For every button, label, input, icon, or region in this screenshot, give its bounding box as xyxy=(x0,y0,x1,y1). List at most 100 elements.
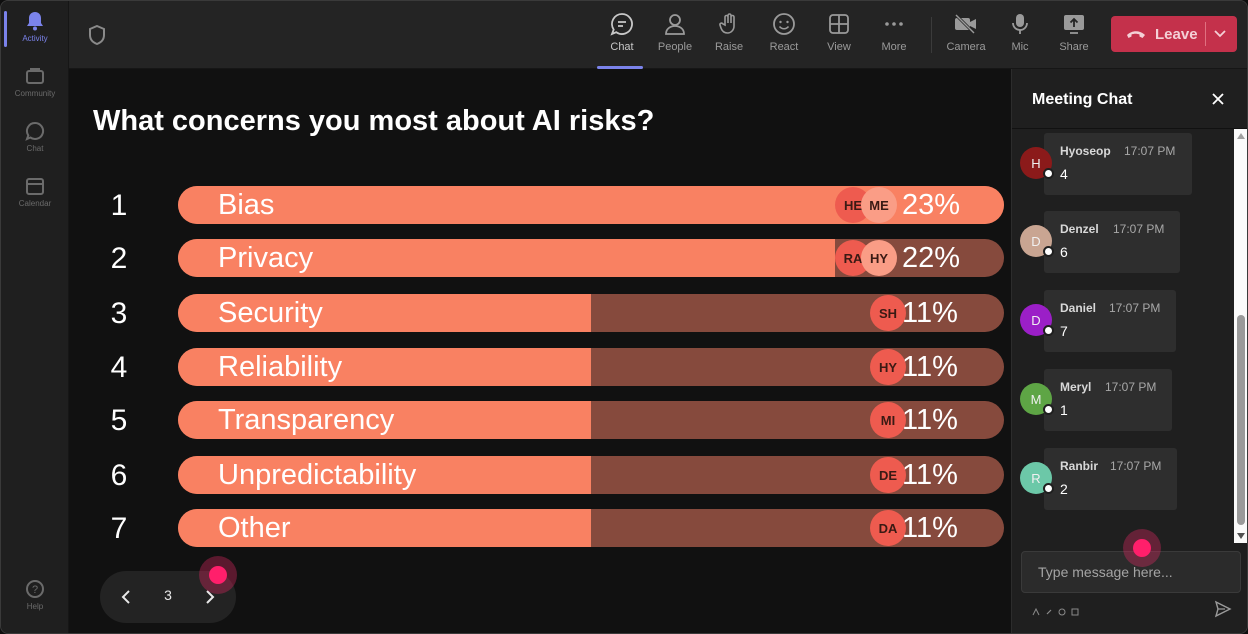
chat-button[interactable]: Chat xyxy=(597,11,647,69)
voter-avatar: ME xyxy=(861,187,897,223)
send-icon[interactable] xyxy=(1214,600,1232,618)
sender-name: Ranbir xyxy=(1060,459,1099,473)
community-icon xyxy=(25,66,45,86)
rail-item-community[interactable]: Community xyxy=(1,56,69,110)
svg-text:?: ? xyxy=(32,584,38,596)
option-percent: 22% xyxy=(902,242,961,274)
emoji-icon[interactable] xyxy=(1058,603,1066,616)
scroll-down-arrow-icon[interactable] xyxy=(1237,533,1245,539)
leave-label: Leave xyxy=(1155,25,1198,43)
meeting-toolbar: Chat People Raise React View xyxy=(69,1,1247,69)
message-time: 17:07 PM xyxy=(1113,222,1165,236)
view-button[interactable]: View xyxy=(814,11,864,61)
message-text: 4 xyxy=(1060,166,1068,182)
grid-view-icon xyxy=(826,11,852,37)
sender-avatar[interactable]: H xyxy=(1020,147,1054,179)
page-number: 3 xyxy=(164,587,172,603)
chat-header: Meeting Chat xyxy=(1012,69,1247,129)
react-button-label: React xyxy=(769,41,799,53)
shield-icon[interactable] xyxy=(87,24,107,46)
leave-button[interactable]: Leave xyxy=(1111,16,1237,52)
pointer-indicator xyxy=(1123,529,1161,567)
phone-hangup-icon xyxy=(1125,23,1147,45)
avatar-initial: R xyxy=(1031,470,1041,486)
avatar-initial: H xyxy=(1031,155,1041,171)
react-button[interactable]: React xyxy=(759,11,809,61)
result-bar-fill xyxy=(178,456,591,494)
share-button-label: Share xyxy=(1059,41,1089,53)
rail-item-help[interactable]: ? Help xyxy=(1,569,69,623)
voter-avatar: HY xyxy=(861,240,897,276)
rail-label: Chat xyxy=(26,144,44,153)
poll-option-row: 5 Transparency MI 11% xyxy=(69,401,1011,439)
sender-name: Hyoseop xyxy=(1060,144,1111,158)
sender-avatar[interactable]: D xyxy=(1020,304,1054,336)
chat-message[interactable]: Ranbir 17:07 PM 2 xyxy=(1044,448,1177,510)
hand-icon xyxy=(716,11,742,37)
chevron-down-icon[interactable] xyxy=(1213,26,1227,40)
rail-label: Activity xyxy=(22,34,48,43)
presence-status-icon xyxy=(1043,404,1054,415)
message-text: 7 xyxy=(1060,323,1068,339)
sender-name: Denzel xyxy=(1060,222,1099,236)
scroll-up-arrow-icon[interactable] xyxy=(1237,133,1245,139)
option-percent: 11% xyxy=(902,512,958,544)
chevron-left-icon[interactable] xyxy=(116,587,136,607)
meeting-chat-panel: Meeting Chat Hyoseop 17:07 PM 4 H Denzel 17:0… xyxy=(1011,69,1247,633)
chat-message[interactable]: Denzel 17:07 PM 6 xyxy=(1044,211,1180,273)
close-icon[interactable] xyxy=(1210,91,1226,107)
rail-label: Help xyxy=(26,602,44,611)
rail-item-activity[interactable]: Activity xyxy=(1,1,69,55)
camera-button[interactable]: Camera xyxy=(941,11,991,61)
option-percent: 11% xyxy=(902,404,958,436)
option-number: 5 xyxy=(110,404,128,437)
attach-icon[interactable] xyxy=(1045,603,1053,615)
poll-option-row: 6 Unpredictability DE 11% xyxy=(69,456,1011,494)
option-number: 7 xyxy=(110,512,128,545)
option-percent: 11% xyxy=(902,459,958,491)
option-label: Privacy xyxy=(218,242,314,274)
sender-avatar[interactable]: D xyxy=(1020,225,1054,257)
people-button[interactable]: People xyxy=(650,11,700,61)
share-screen-icon xyxy=(1061,11,1087,37)
result-bar xyxy=(178,348,1004,386)
chat-scrollbar[interactable] xyxy=(1234,129,1247,543)
avatar-initial: M xyxy=(1030,391,1042,407)
help-icon: ? xyxy=(25,579,45,599)
option-number: 1 xyxy=(110,189,128,222)
raise-hand-button[interactable]: Raise xyxy=(704,11,754,61)
more-dots-icon xyxy=(881,11,907,37)
message-compose-box xyxy=(1021,551,1241,593)
message-input[interactable] xyxy=(1022,552,1240,592)
rail-item-calendar[interactable]: Calendar xyxy=(1,166,69,220)
chevron-right-icon[interactable] xyxy=(200,587,220,607)
result-bar xyxy=(178,456,1004,494)
sender-avatar[interactable]: M xyxy=(1020,383,1054,415)
poll-results: What concerns you most about AI risks? 1… xyxy=(69,69,1011,633)
gif-icon[interactable] xyxy=(1071,603,1079,616)
voter-avatar: MI xyxy=(870,402,906,438)
voter-avatar: DA xyxy=(870,510,906,546)
camera-off-icon xyxy=(953,11,979,37)
poll-option-row: 3 Security SH 11% xyxy=(69,294,1011,332)
chat-message[interactable]: Meryl 17:07 PM 1 xyxy=(1044,369,1172,431)
poll-option-row: 1 Bias HE ME 23% xyxy=(69,186,1011,224)
mic-button[interactable]: Mic xyxy=(995,11,1045,61)
rail-item-chat[interactable]: Chat xyxy=(1,111,69,165)
voter-avatar: SH xyxy=(870,295,906,331)
poll-option-row: 7 Other DA 11% xyxy=(69,509,1011,547)
chat-message[interactable]: Hyoseop 17:07 PM 4 xyxy=(1044,133,1192,195)
people-button-label: People xyxy=(657,41,693,53)
scroll-thumb[interactable] xyxy=(1237,315,1245,525)
option-number: 6 xyxy=(110,459,128,492)
chat-message[interactable]: Daniel 17:07 PM 7 xyxy=(1044,290,1176,352)
more-button[interactable]: More xyxy=(869,11,919,61)
leave-divider xyxy=(1205,22,1206,46)
sender-avatar[interactable]: R xyxy=(1020,462,1054,494)
message-time: 17:07 PM xyxy=(1109,301,1161,315)
message-time: 17:07 PM xyxy=(1124,144,1176,158)
chat-icon xyxy=(25,121,45,141)
share-button[interactable]: Share xyxy=(1049,11,1099,61)
result-bar-fill xyxy=(178,401,591,439)
format-icon[interactable] xyxy=(1032,603,1040,616)
